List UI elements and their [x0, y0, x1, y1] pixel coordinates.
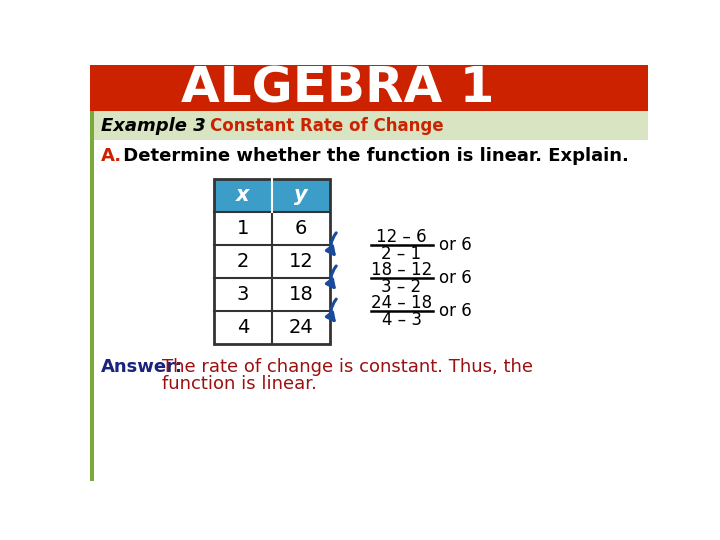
Text: function is linear.: function is linear. — [162, 375, 317, 393]
Text: 1: 1 — [237, 219, 249, 238]
FancyBboxPatch shape — [214, 311, 330, 345]
Text: ALGEBRA 1: ALGEBRA 1 — [181, 65, 495, 113]
Text: Determine whether the function is linear. Explain.: Determine whether the function is linear… — [117, 147, 629, 165]
FancyBboxPatch shape — [90, 111, 648, 140]
Text: 2: 2 — [237, 252, 249, 271]
Text: 12: 12 — [289, 252, 314, 271]
Text: y: y — [294, 185, 308, 205]
FancyBboxPatch shape — [214, 278, 330, 311]
Text: 4: 4 — [237, 318, 249, 338]
Text: 24: 24 — [289, 318, 314, 338]
Text: 18: 18 — [289, 285, 314, 304]
Text: A.: A. — [101, 147, 122, 165]
FancyBboxPatch shape — [90, 111, 94, 481]
Text: Constant Rate of Change: Constant Rate of Change — [210, 117, 444, 134]
FancyBboxPatch shape — [214, 245, 330, 278]
Text: 6: 6 — [295, 219, 307, 238]
Text: Example 3: Example 3 — [101, 117, 206, 134]
Text: The rate of change is constant. Thus, the: The rate of change is constant. Thus, th… — [162, 358, 533, 376]
Text: 3 – 2: 3 – 2 — [382, 278, 422, 296]
Text: 12 – 6: 12 – 6 — [377, 228, 427, 246]
Text: 4 – 3: 4 – 3 — [382, 312, 421, 329]
FancyBboxPatch shape — [214, 179, 330, 212]
Text: Answer:: Answer: — [101, 358, 183, 376]
Text: or 6: or 6 — [438, 236, 472, 254]
FancyBboxPatch shape — [90, 65, 648, 111]
Text: 24 – 18: 24 – 18 — [371, 294, 432, 313]
Text: 18 – 12: 18 – 12 — [371, 261, 432, 279]
FancyBboxPatch shape — [214, 212, 330, 245]
Text: x: x — [236, 185, 250, 205]
Text: 2 – 1: 2 – 1 — [382, 245, 422, 263]
Text: or 6: or 6 — [438, 269, 472, 287]
Text: or 6: or 6 — [438, 302, 472, 320]
Text: 3: 3 — [237, 285, 249, 304]
